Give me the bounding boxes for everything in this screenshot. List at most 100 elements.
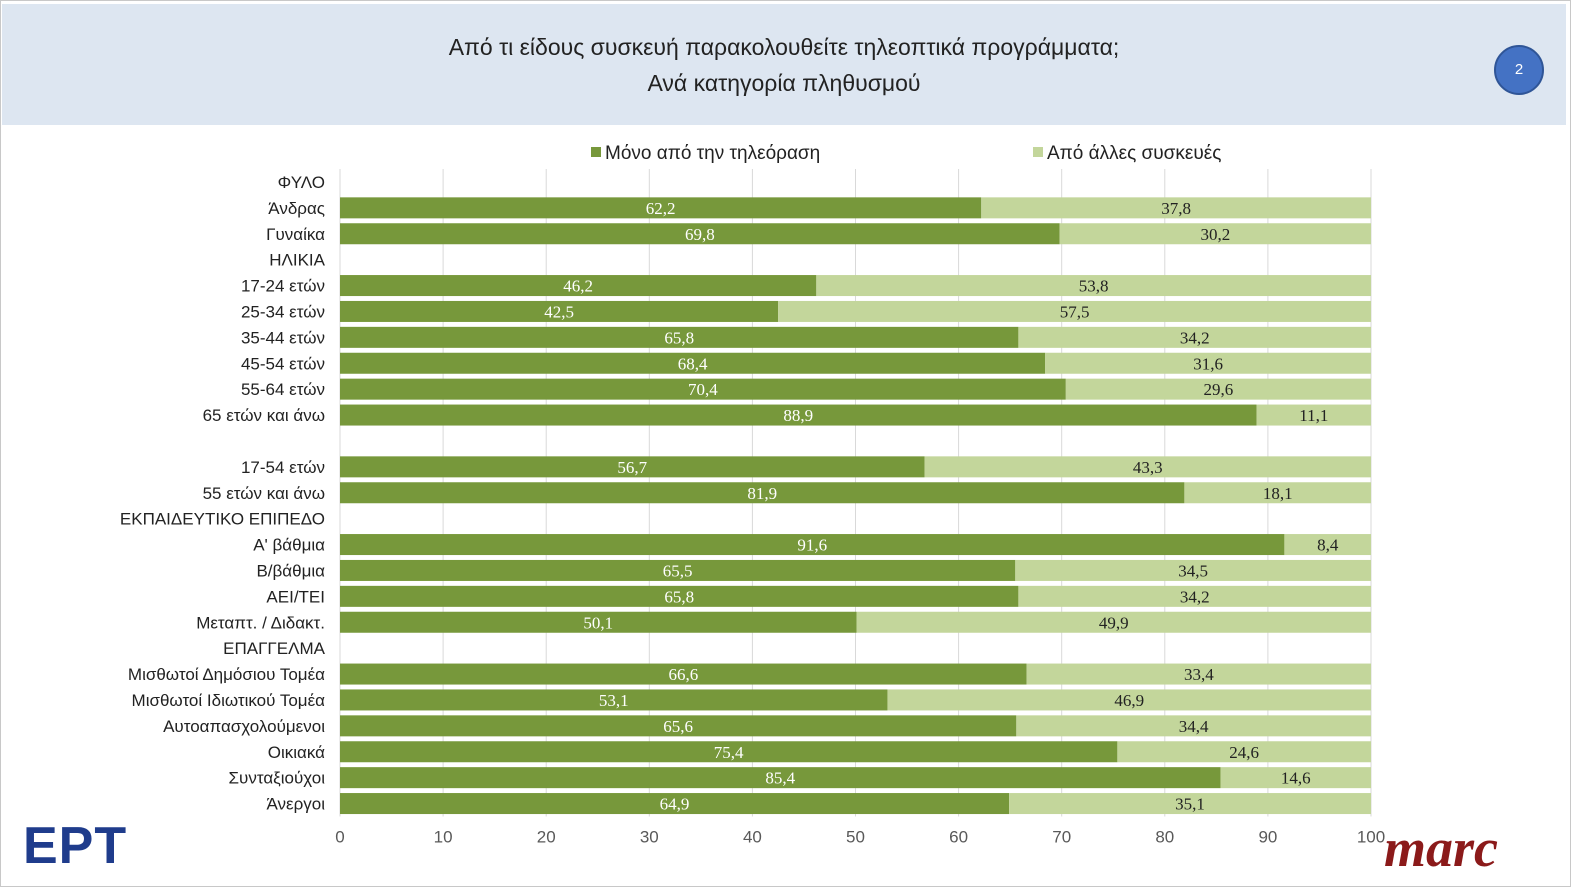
bar-other-devices (1117, 741, 1371, 763)
bar-other-devices (1065, 378, 1371, 400)
bar-tv-only (340, 534, 1285, 556)
bar-other-devices (1059, 223, 1371, 245)
bar-tv-only (340, 404, 1257, 426)
category-label: ΑΕΙ/ΤΕΙ (266, 587, 325, 606)
data-label-tv-only: 56,7 (617, 458, 647, 477)
category-label: 25-34 ετών (241, 302, 325, 321)
legend-swatch-light (1033, 147, 1043, 157)
bar-other-devices (1184, 482, 1371, 504)
bar-tv-only (340, 793, 1010, 815)
bar-tv-only (340, 456, 925, 478)
bar-tv-only (340, 223, 1060, 245)
legend-item-other-devices: Από άλλες συσκευές (1033, 143, 1221, 165)
data-label-tv-only: 53,1 (599, 691, 629, 710)
data-label-tv-only: 46,2 (563, 277, 593, 296)
data-label-other-devices: 57,5 (1060, 302, 1090, 321)
x-tick-label: 60 (949, 828, 968, 847)
data-label-tv-only: 88,9 (783, 406, 813, 425)
category-label: Άνεργοι (266, 795, 325, 814)
bar-tv-only (340, 378, 1066, 400)
x-tick-label: 40 (743, 828, 762, 847)
category-label: 65 ετών και άνω (203, 406, 325, 425)
data-label-tv-only: 42,5 (544, 302, 574, 321)
category-header: ΦΥΛΟ (278, 173, 325, 192)
category-label: Οικιακά (268, 743, 325, 762)
bar-tv-only (340, 559, 1016, 581)
bar-other-devices (1026, 663, 1371, 685)
bar-other-devices (856, 611, 1371, 633)
data-label-other-devices: 11,1 (1299, 406, 1328, 425)
category-label: 17-54 ετών (241, 458, 325, 477)
category-label: Αυτοαπασχολούμενοι (163, 717, 325, 736)
legend-label-tv-only: Μόνο από την τηλεόραση (605, 143, 821, 164)
data-label-tv-only: 81,9 (747, 484, 777, 503)
page-number-badge: 2 (1494, 45, 1544, 95)
legend-label-other-devices: Από άλλες συσκευές (1047, 143, 1222, 164)
data-label-other-devices: 14,6 (1281, 769, 1311, 788)
data-label-tv-only: 75,4 (714, 743, 744, 762)
data-label-other-devices: 29,6 (1204, 380, 1234, 399)
category-label: 55-64 ετών (241, 380, 325, 399)
header-band: Από τι είδους συσκευή παρακολουθείτε τηλ… (2, 4, 1566, 125)
data-label-other-devices: 30,2 (1200, 225, 1230, 244)
bar-other-devices (778, 300, 1371, 322)
data-label-other-devices: 31,6 (1193, 354, 1223, 373)
x-tick-label: 0 (335, 828, 344, 847)
bar-other-devices (816, 275, 1371, 297)
data-label-tv-only: 91,6 (797, 536, 827, 555)
data-label-other-devices: 34,5 (1178, 561, 1208, 580)
bar-other-devices (1045, 352, 1371, 374)
data-label-other-devices: 24,6 (1229, 743, 1259, 762)
data-label-other-devices: 43,3 (1133, 458, 1163, 477)
bar-other-devices (1256, 404, 1371, 426)
x-tick-label: 90 (1258, 828, 1277, 847)
bar-tv-only (340, 767, 1221, 789)
bar-tv-only (340, 715, 1017, 737)
data-label-tv-only: 64,9 (660, 795, 690, 814)
data-label-other-devices: 34,2 (1180, 587, 1210, 606)
bar-other-devices (1015, 559, 1371, 581)
bar-tv-only (340, 326, 1019, 348)
bar-other-devices (1016, 715, 1371, 737)
legend-swatch-dark (591, 147, 601, 157)
category-header: ΕΠΑΓΓΕΛΜΑ (223, 639, 326, 658)
ert-logo: ΕΡΤ (23, 817, 128, 875)
bar-tv-only (340, 482, 1185, 504)
bar-tv-only (340, 197, 982, 219)
category-label: Μεταπτ. / Διδακτ. (196, 613, 325, 632)
category-header: ΗΛΙΚΙΑ (269, 251, 325, 270)
category-label: Β/βάθμια (256, 561, 325, 580)
data-label-tv-only: 68,4 (678, 354, 708, 373)
bar-tv-only (340, 275, 817, 297)
x-tick-label: 70 (1052, 828, 1071, 847)
x-tick-label: 20 (537, 828, 556, 847)
data-label-tv-only: 65,8 (664, 587, 694, 606)
category-label: Μισθωτοί Δημόσιου Τομέα (128, 665, 325, 684)
x-tick-label: 50 (846, 828, 865, 847)
marc-logo: marc (1384, 818, 1498, 878)
bar-tv-only (340, 663, 1027, 685)
data-label-other-devices: 49,9 (1099, 613, 1129, 632)
category-header: ΕΚΠΑΙΔΕΥΤΙΚΟ ΕΠΙΠΕΔΟ (120, 510, 325, 529)
data-label-other-devices: 33,4 (1184, 665, 1214, 684)
category-label: 45-54 ετών (241, 354, 325, 373)
bar-tv-only (340, 352, 1046, 374)
category-label: Α' βάθμια (253, 536, 325, 555)
category-label: 35-44 ετών (241, 328, 325, 347)
data-label-tv-only: 69,8 (685, 225, 715, 244)
chart-title-line2: Ανά κατηγορία πληθυσμού (647, 70, 921, 96)
legend-item-tv-only: Μόνο από την τηλεόραση (591, 143, 820, 165)
bar-tv-only (340, 689, 888, 711)
bar-other-devices (1009, 793, 1371, 815)
category-label: Μισθωτοί Ιδιωτικού Τομέα (132, 691, 326, 710)
x-tick-label: 10 (434, 828, 453, 847)
data-label-tv-only: 50,1 (583, 613, 613, 632)
category-label: Γυναίκα (266, 225, 325, 244)
x-tick-label: 80 (1155, 828, 1174, 847)
category-label: Άνδρας (268, 199, 325, 218)
data-label-tv-only: 65,6 (663, 717, 693, 736)
bar-tv-only (340, 741, 1118, 763)
data-label-other-devices: 8,4 (1317, 536, 1339, 555)
